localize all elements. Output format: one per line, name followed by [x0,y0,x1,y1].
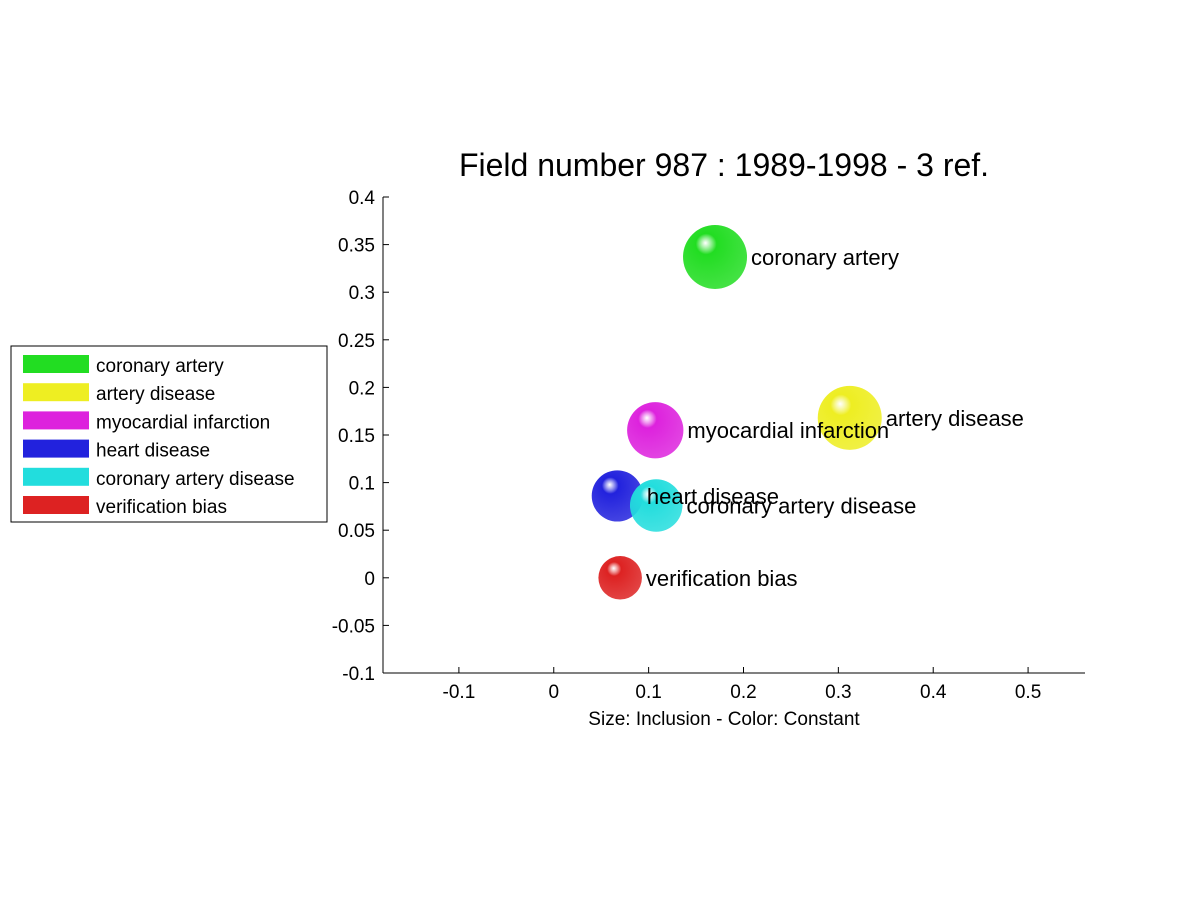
x-axis-label: Size: Inclusion - Color: Constant [588,709,860,730]
y-tick-label: -0.05 [332,616,375,637]
legend-entry: artery disease [96,384,215,405]
y-tick-label: 0.15 [338,426,375,447]
y-tick-label: 0.05 [338,521,375,542]
data-point [817,385,882,450]
data-point [683,224,748,289]
x-tick-label: 0.2 [730,682,756,703]
legend-swatch [23,411,89,430]
legend-box [10,345,328,523]
data-point [629,479,683,532]
y-tick-label: 0.3 [349,283,375,304]
x-tick-label: 0.4 [920,682,947,703]
legend-swatch [23,439,89,458]
legend-entry: coronary artery [96,356,224,377]
data-point [627,402,684,459]
legend-swatch [23,383,89,402]
legend-entry: myocardial infarction [96,412,270,433]
legend: coronary artery artery disease myocardial … [10,345,328,523]
x-tick-label: 0.1 [635,682,661,703]
y-tick-label: 0.2 [349,378,375,399]
y-tick-label: 0 [364,569,375,590]
point-labels: coronary artery artery diseasemyocardial … [646,245,1024,591]
data-points [591,224,882,600]
y-tick-label: 0.1 [349,474,375,495]
legend-entry: coronary artery disease [96,469,295,490]
y-tick-label: 0.35 [338,236,375,257]
data-label: coronary artery disease [686,493,916,518]
data-label: artery disease [886,406,1024,431]
y-tick-label: 0.25 [338,331,375,352]
legend-swatch [23,496,89,514]
legend-swatch [23,355,89,373]
x-tick-label: 0.3 [825,682,851,703]
x-tick-label: 0 [548,682,559,703]
chart-title: Field number 987 : 1989-1998 - 3 ref. [459,147,989,183]
data-label: coronary artery [751,245,899,270]
data-point [598,556,642,600]
axes: -0.1 -0.05 0 0.05 0.1 0.15 0.2 0.25 0.3 0.35 0.4 -0… [332,188,1085,703]
y-tick-label: 0.4 [349,188,376,209]
data-label: verification bias [646,566,798,591]
data-label: myocardial infarction [687,418,889,443]
legend-entry: heart disease [96,441,210,462]
x-tick-label: 0.5 [1015,682,1041,703]
y-tick-label: -0.1 [342,664,375,685]
legend-swatch [23,467,89,486]
legend-entry: verification bias [96,497,227,518]
data-label: heart disease [647,484,779,509]
data-point [591,470,643,522]
x-tick-label: -0.1 [443,682,476,703]
